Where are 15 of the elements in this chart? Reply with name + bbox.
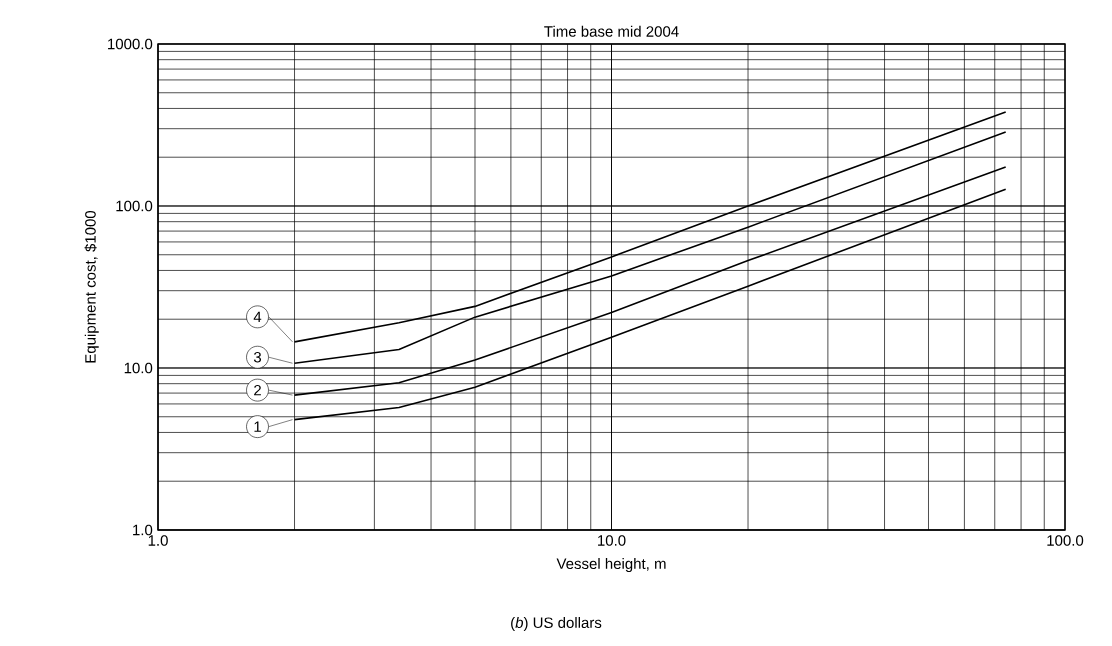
legend-label: 4 — [253, 311, 262, 322]
legend-label: 1 — [254, 421, 261, 432]
y-axis-title: Equipment cost, $1000 — [84, 210, 99, 363]
x-tick-label: 1.0 — [148, 535, 168, 546]
y-tick-label: 100.0 — [116, 200, 153, 212]
y-tick-label: 1000.0 — [108, 38, 153, 50]
text: (b) US dollars — [511, 616, 602, 631]
chart-title: Time base mid 2004 — [544, 25, 679, 37]
x-tick-label: 100.0 — [1047, 535, 1084, 546]
legend-label: 2 — [254, 384, 261, 396]
y-tick-label: 1.0 — [133, 524, 153, 536]
y-tick-label: 10.0 — [124, 362, 153, 374]
legend-label: 3 — [253, 351, 262, 363]
x-axis-title: Vessel height, m — [556, 558, 666, 572]
x-tick-label: 10.0 — [598, 535, 626, 546]
